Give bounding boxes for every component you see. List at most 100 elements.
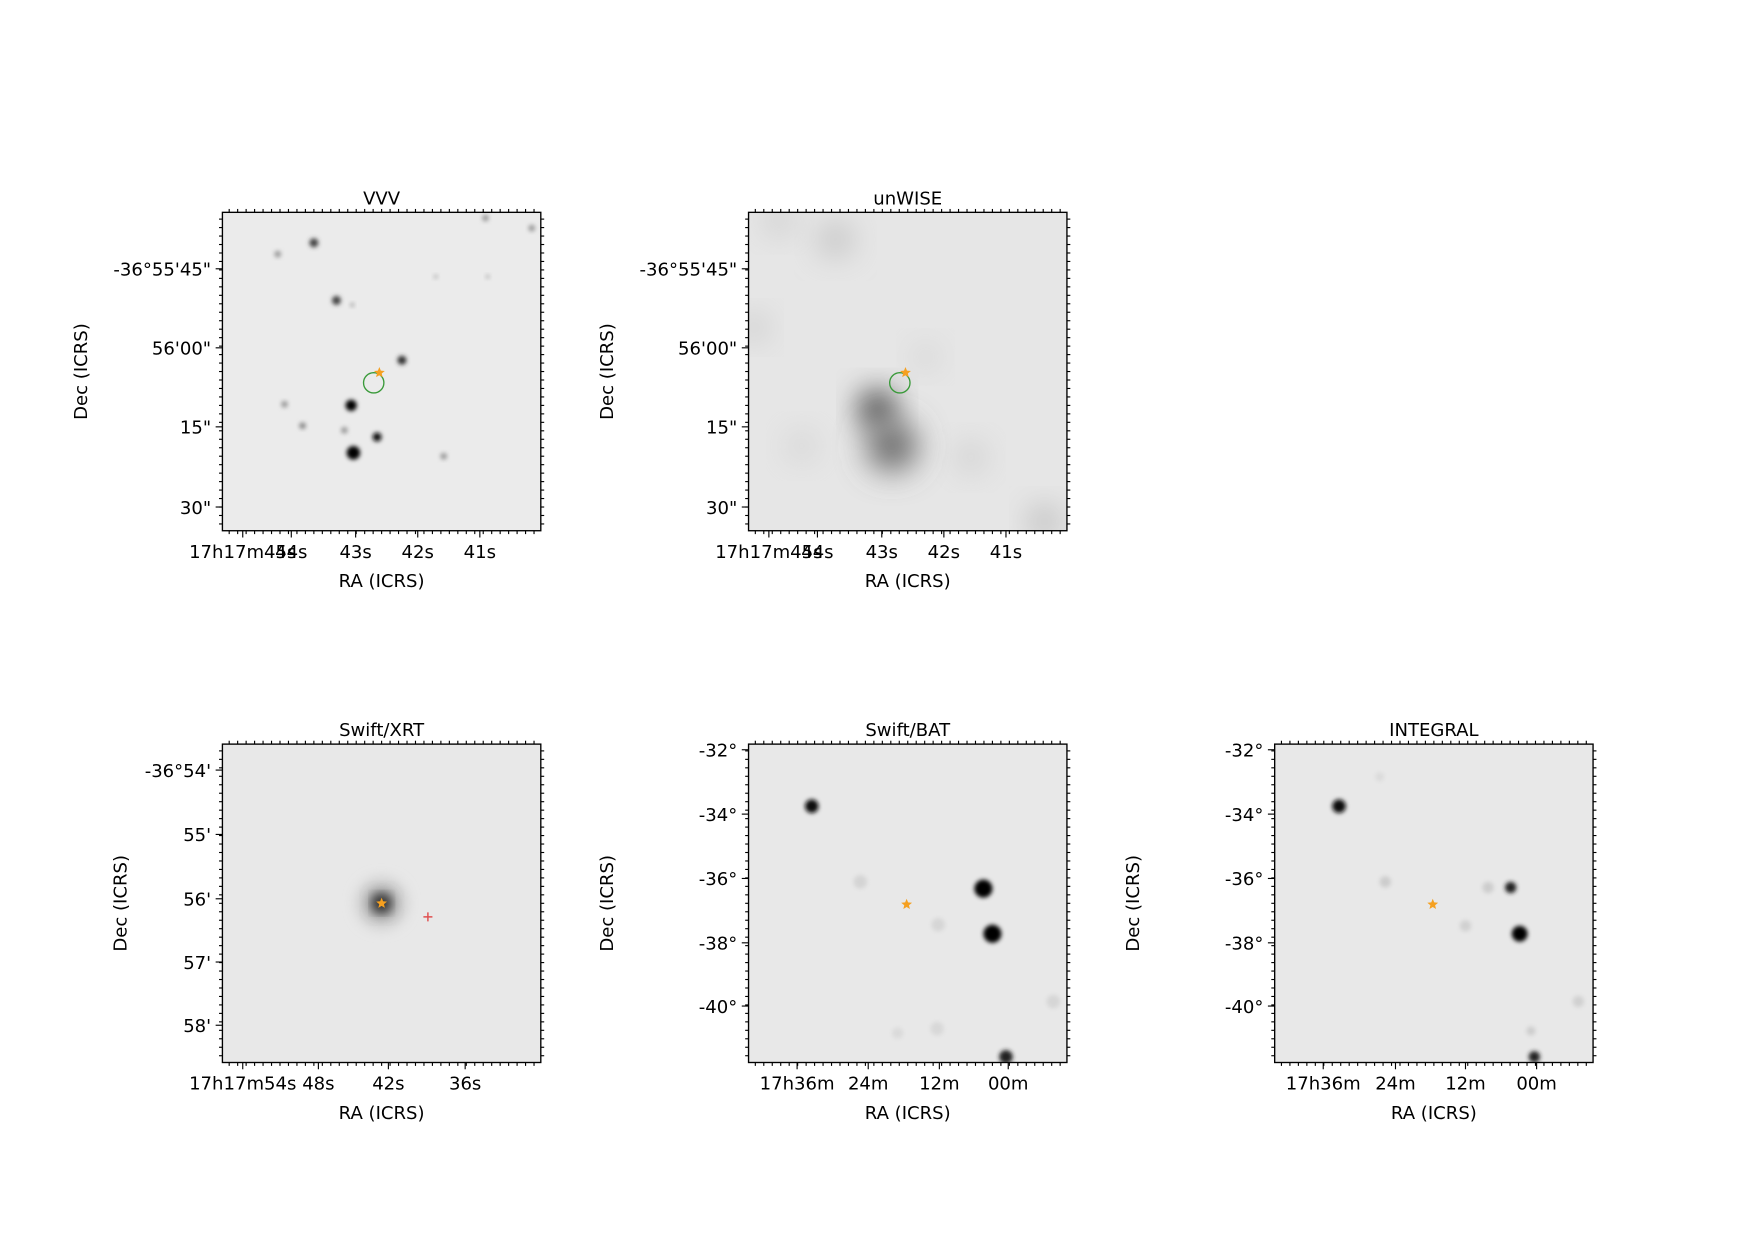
y-tick-label: 58'	[183, 1016, 211, 1037]
y-tick-label: -40°	[1225, 997, 1264, 1018]
source	[528, 224, 536, 232]
x-axis-label: RA (ICRS)	[339, 1103, 425, 1124]
panel-title: VVV	[363, 188, 401, 209]
y-tick-label: -40°	[699, 997, 737, 1018]
source	[788, 432, 816, 460]
y-tick-label: -36°	[699, 869, 737, 890]
y-tick-label: -36°55'45"	[640, 260, 738, 281]
source	[1332, 799, 1346, 813]
source	[346, 446, 361, 460]
source	[1379, 876, 1391, 888]
panel: Swift/BAT RA (ICRS) Dec (ICRS) 17h36m 24m 12m…	[597, 720, 1071, 1124]
source	[1526, 1026, 1536, 1036]
x-tick-label: 24m	[1375, 1074, 1416, 1095]
y-axis-label: Dec (ICRS)	[110, 855, 131, 952]
target-marker	[376, 897, 388, 908]
x-tick-label: 17h36m	[760, 1074, 835, 1095]
y-axis-label: Dec (ICRS)	[597, 855, 618, 952]
sky-image	[222, 212, 541, 531]
y-tick-label: -38°	[1225, 934, 1264, 955]
source	[867, 421, 917, 471]
panel-title: unWISE	[873, 188, 942, 209]
source	[957, 443, 985, 471]
x-tick-label: 48s	[302, 1074, 334, 1095]
source	[433, 274, 439, 279]
source	[1482, 881, 1494, 894]
x-tick-label: 44s	[275, 542, 307, 563]
source	[983, 924, 1002, 943]
y-tick-label: -32°	[1225, 741, 1264, 762]
source	[440, 452, 448, 460]
x-axis-label: RA (ICRS)	[1391, 1103, 1477, 1124]
source	[1511, 925, 1528, 942]
y-tick-label: -32°	[699, 741, 737, 762]
y-tick-label: 56'00"	[152, 339, 211, 360]
source	[274, 250, 282, 258]
source	[1046, 994, 1061, 1009]
source	[748, 316, 766, 339]
x-axis-label: RA (ICRS)	[865, 1103, 951, 1124]
source	[309, 238, 319, 248]
x-tick-label: 43s	[866, 542, 898, 563]
sky-image	[748, 212, 1067, 531]
y-axis-label: Dec (ICRS)	[1123, 855, 1144, 952]
y-tick-label: 30"	[180, 498, 211, 519]
x-tick-label: 00m	[988, 1074, 1029, 1095]
source	[340, 426, 348, 434]
source	[397, 355, 407, 365]
y-tick-label: 57'	[183, 953, 211, 974]
source	[281, 400, 288, 408]
x-tick-label: 24m	[848, 1074, 889, 1095]
x-axis-label: RA (ICRS)	[339, 571, 425, 592]
y-axis-label: Dec (ICRS)	[597, 323, 618, 420]
source	[819, 223, 852, 256]
source	[1572, 995, 1585, 1008]
error-circle	[362, 371, 385, 394]
x-tick-label: 42s	[372, 1074, 404, 1095]
y-tick-label: -38°	[699, 934, 737, 955]
y-tick-label: -36°55'45"	[113, 260, 211, 281]
cross-marker	[423, 912, 433, 922]
source	[974, 879, 993, 898]
y-tick-label: 55'	[183, 825, 211, 846]
source	[930, 1021, 944, 1036]
source	[891, 1027, 904, 1039]
x-tick-label: 17h17m54s	[189, 1074, 296, 1095]
target-marker	[1427, 898, 1439, 909]
panel-title: Swift/BAT	[865, 720, 951, 741]
y-tick-label: -34°	[1225, 805, 1264, 826]
x-tick-label: 36s	[449, 1074, 481, 1095]
source	[853, 875, 868, 889]
source	[299, 422, 306, 430]
source	[485, 274, 490, 279]
source	[1030, 508, 1058, 531]
x-tick-label: 44s	[801, 542, 833, 563]
y-tick-label: -36°	[1225, 869, 1264, 890]
x-tick-label: 42s	[928, 542, 960, 563]
panel-title: Swift/XRT	[339, 720, 425, 741]
source	[482, 214, 489, 222]
y-tick-label: 30"	[706, 498, 737, 519]
source	[1505, 881, 1517, 894]
x-tick-label: 41s	[464, 542, 496, 563]
source	[805, 799, 819, 813]
x-tick-label: 17h17m45s	[715, 542, 822, 563]
sky-image	[1274, 744, 1594, 1063]
x-tick-label: 43s	[339, 542, 371, 563]
x-axis-label: RA (ICRS)	[865, 571, 951, 592]
x-tick-label: 17h36m	[1286, 1074, 1361, 1095]
source	[372, 432, 382, 442]
y-axis-label: Dec (ICRS)	[71, 323, 92, 420]
error-circle	[889, 371, 911, 394]
source	[861, 392, 894, 425]
target-marker	[373, 367, 385, 378]
panel: INTEGRAL RA (ICRS) Dec (ICRS) 17h36m 24m 12m 0…	[1123, 720, 1597, 1124]
x-tick-label: 00m	[1516, 1074, 1557, 1095]
sky-image	[222, 744, 541, 1063]
source	[931, 917, 945, 932]
x-tick-label: 17h17m45s	[189, 542, 296, 563]
y-tick-label: 56'00"	[678, 339, 737, 360]
source	[914, 345, 938, 369]
